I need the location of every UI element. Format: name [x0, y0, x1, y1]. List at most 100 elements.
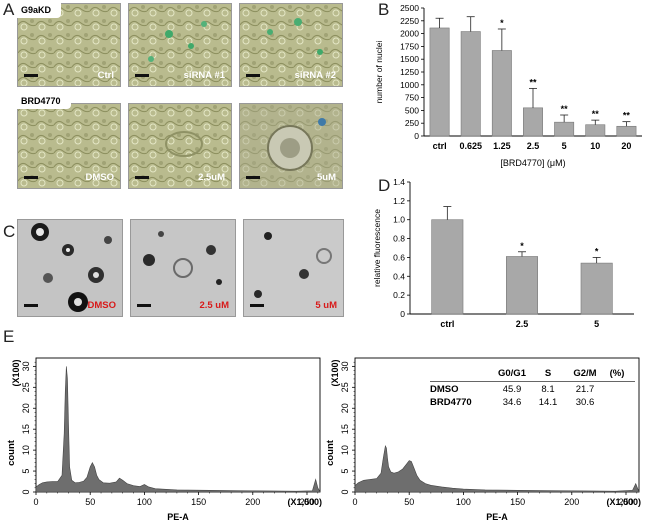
micrograph-c2: 2.5 uM: [130, 219, 236, 317]
y-tick-label: 5: [21, 469, 31, 474]
x-tick-label: 2.5: [527, 141, 540, 151]
y-tick-label: 10: [21, 445, 31, 455]
y-tick-label: 1.0: [393, 215, 405, 225]
bar: [429, 27, 450, 137]
y-tick-label: 20: [21, 403, 31, 413]
significance-marker: **: [561, 104, 569, 114]
x-tick-label: 10: [590, 141, 600, 151]
label-sirna-1: siRNA #1: [183, 70, 225, 81]
cell-cycle-table: G0/G1 S G2/M (%) DMSO 45.9 8.1 21.7 BRD4…: [430, 368, 635, 408]
scale-bar: [135, 176, 149, 179]
significance-marker: **: [592, 109, 600, 119]
y-tick-label: 0: [400, 309, 405, 319]
scale-bar: [250, 304, 264, 307]
y-axis-label: count: [325, 439, 336, 466]
scale-bar: [24, 304, 38, 307]
y-tick-label: 0: [414, 131, 419, 141]
x-tick-label: 200: [564, 497, 579, 507]
scale-bar: [24, 74, 38, 77]
x-tick-label: 50: [404, 497, 414, 507]
y-tick-label: 2250: [400, 16, 419, 26]
chart-e-left: 0 5 10 15 20 25 30 0 50 100 150 200 250 PE-A (X1,000) (…: [6, 357, 322, 522]
label-5um: 5uM: [317, 172, 336, 183]
panel-letter-d: D: [378, 176, 391, 195]
x-tick-label: 0: [33, 497, 38, 507]
y-tick-label: 2000: [400, 29, 419, 39]
significance-marker: **: [529, 77, 537, 87]
y-tick-label: 15: [340, 424, 350, 434]
y-tick-label: 30: [21, 361, 31, 371]
y-multiplier: (X100): [11, 359, 21, 386]
micrograph-c3: 5 uM: [243, 219, 344, 317]
scale-bar: [246, 74, 260, 77]
table-cell: 8.1: [541, 384, 555, 395]
micrograph-a5: 2.5uM: [128, 103, 232, 189]
table-row: DMSO 45.9 8.1 21.7: [430, 382, 635, 395]
bar: [506, 256, 538, 315]
significance-marker: *: [520, 241, 524, 251]
row-label: DMSO: [430, 384, 459, 395]
x-tick-label: 150: [510, 497, 525, 507]
colony-texture: [18, 220, 122, 316]
y-tick-label: 25: [21, 382, 31, 392]
chart-b: 0 250 500 750 1000 1250 1500 1750 2000 2250 2500 ct…: [374, 3, 642, 168]
scale-bar: [246, 176, 260, 179]
table-header: S: [544, 368, 552, 379]
cell-texture: [18, 104, 120, 188]
bar: [580, 262, 613, 315]
label-2-5um-c: 2.5 uM: [199, 300, 229, 311]
label-5um-c: 5 uM: [315, 300, 337, 311]
x-axis-label: PE-A: [486, 512, 508, 522]
row-label: BRD4770: [430, 397, 472, 408]
y-axis-label: relative fluorescence: [372, 209, 382, 287]
cell-texture: [240, 104, 342, 188]
y-tick-label: 1250: [400, 67, 419, 77]
x-tick-label: 0.625: [459, 141, 482, 151]
panel-letter-b: B: [378, 0, 390, 19]
table-cell: 30.6: [575, 397, 595, 408]
x-tick-label: 0: [352, 497, 357, 507]
bar: [585, 124, 606, 137]
x-axis-label: PE-A: [167, 512, 189, 522]
bar: [491, 50, 512, 137]
y-tick-label: 15: [21, 424, 31, 434]
y-tick-label: 0.4: [393, 271, 405, 281]
y-tick-label: 1000: [400, 80, 419, 90]
x-tick-label: 100: [456, 497, 471, 507]
table-cell: 21.7: [575, 384, 595, 395]
y-tick-label: 0.8: [393, 234, 405, 244]
cell-texture: [129, 4, 231, 86]
y-tick-label: 5: [340, 469, 350, 474]
scale-bar: [135, 74, 149, 77]
bar: [554, 121, 575, 137]
y-axis-label: number of nuclei: [374, 40, 384, 103]
table-header: G2/M: [573, 368, 597, 379]
y-tick-label: 0.6: [393, 252, 405, 262]
table-header-row: G0/G1 S G2/M (%): [430, 368, 635, 382]
cell-texture: [240, 4, 342, 86]
x-tick-label: 2.5: [516, 319, 529, 329]
label-2-5um: 2.5uM: [198, 172, 225, 183]
x-tick-label: 200: [245, 497, 260, 507]
table-cell: 34.6: [502, 397, 522, 408]
colony-texture: [131, 220, 235, 316]
label-dmso: DMSO: [85, 172, 115, 183]
plot-frame: [35, 357, 321, 493]
bar: [616, 125, 637, 137]
y-tick-label: 1.4: [393, 177, 405, 187]
micrograph-a3: siRNA #2: [239, 3, 343, 87]
y-tick-label: 30: [340, 361, 350, 371]
bar: [431, 219, 464, 315]
table-header: (%): [609, 368, 625, 379]
table-row: BRD4770 34.6 14.1 30.6: [430, 395, 635, 408]
x-tick-label: ctrl: [433, 141, 447, 151]
x-tick-label: 1.25: [493, 141, 511, 151]
table-cell: 14.1: [538, 397, 558, 408]
panel-letter-c: C: [3, 222, 16, 241]
significance-marker: **: [623, 111, 631, 121]
scale-bar: [137, 304, 151, 307]
y-tick-label: 500: [405, 105, 419, 115]
y-tick-label: 0: [21, 489, 31, 494]
group-label-g9akd: G9aKD: [17, 3, 62, 18]
x-tick-label: 5: [562, 141, 567, 151]
